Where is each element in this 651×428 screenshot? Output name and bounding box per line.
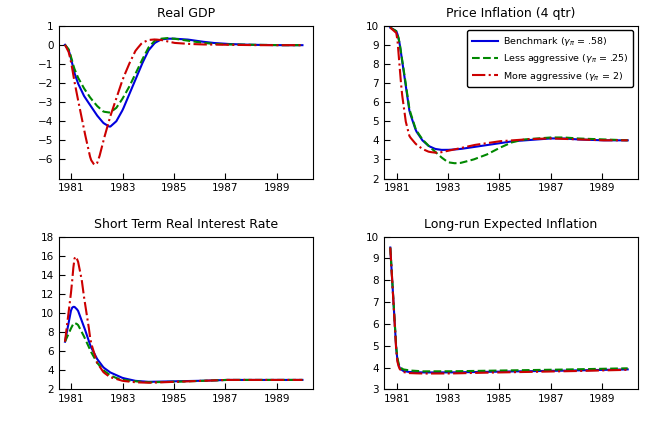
More aggressive ($\gamma_\pi$ = 2) (430, 150, 438, 155)
Title: Long-run Expected Inflation: Long-run Expected Inflation (424, 218, 598, 231)
Benchmark ($\gamma_\pi$ = .58) (605, 138, 613, 143)
More aggressive ($\gamma_\pi$ = 2) (387, 25, 395, 30)
Legend: Benchmark ($\gamma_\pi$ = .58), Less aggressive ($\gamma_\pi$ = .25), More aggre: Benchmark ($\gamma_\pi$ = .58), Less agg… (467, 30, 633, 87)
More aggressive ($\gamma_\pi$ = 2) (613, 138, 621, 143)
Line: More aggressive ($\gamma_\pi$ = 2): More aggressive ($\gamma_\pi$ = 2) (391, 27, 628, 153)
More aggressive ($\gamma_\pi$ = 2) (450, 147, 458, 152)
Less aggressive ($\gamma_\pi$ = .25) (396, 42, 404, 47)
Less aggressive ($\gamma_\pi$ = .25) (450, 160, 458, 166)
Line: Benchmark ($\gamma_\pi$ = .58): Benchmark ($\gamma_\pi$ = .58) (391, 27, 628, 150)
Less aggressive ($\gamma_\pi$ = .25) (400, 73, 408, 78)
Title: Short Term Real Interest Rate: Short Term Real Interest Rate (94, 218, 278, 231)
Less aggressive ($\gamma_\pi$ = .25) (613, 137, 621, 143)
Less aggressive ($\gamma_\pi$ = .25) (624, 138, 631, 143)
Benchmark ($\gamma_\pi$ = .58) (439, 147, 447, 152)
More aggressive ($\gamma_\pi$ = 2) (624, 138, 631, 143)
Title: Real GDP: Real GDP (157, 7, 215, 21)
Less aggressive ($\gamma_\pi$ = .25) (605, 137, 613, 142)
More aggressive ($\gamma_\pi$ = 2) (432, 150, 439, 155)
Less aggressive ($\gamma_\pi$ = .25) (450, 160, 458, 166)
More aggressive ($\gamma_\pi$ = 2) (605, 138, 613, 143)
Benchmark ($\gamma_\pi$ = .58) (430, 146, 438, 151)
More aggressive ($\gamma_\pi$ = 2) (400, 110, 408, 116)
Title: Price Inflation (4 qtr): Price Inflation (4 qtr) (446, 7, 575, 21)
Benchmark ($\gamma_\pi$ = .58) (387, 25, 395, 30)
More aggressive ($\gamma_\pi$ = 2) (396, 68, 404, 73)
Benchmark ($\gamma_\pi$ = .58) (624, 138, 631, 143)
Benchmark ($\gamma_\pi$ = .58) (450, 147, 458, 152)
Benchmark ($\gamma_\pi$ = .58) (396, 42, 404, 48)
Line: Less aggressive ($\gamma_\pi$ = .25): Less aggressive ($\gamma_\pi$ = .25) (391, 27, 628, 163)
Less aggressive ($\gamma_\pi$ = .25) (387, 25, 395, 30)
Benchmark ($\gamma_\pi$ = .58) (400, 75, 408, 80)
Benchmark ($\gamma_\pi$ = .58) (613, 138, 621, 143)
Less aggressive ($\gamma_\pi$ = .25) (430, 149, 438, 154)
